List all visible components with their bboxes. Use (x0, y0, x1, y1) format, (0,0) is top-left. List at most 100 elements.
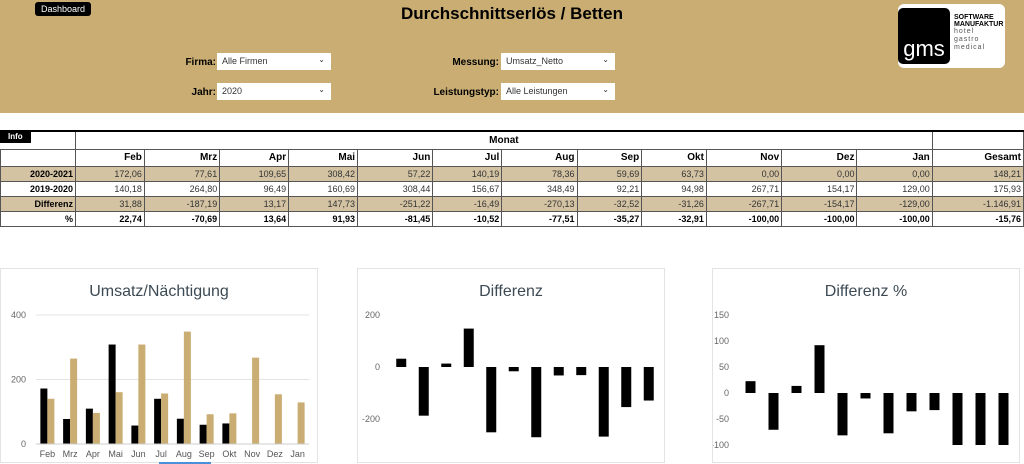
table-cell: -270,13 (501, 195, 578, 212)
bar-aug (883, 393, 894, 434)
bar-sep (906, 393, 917, 412)
bar-jun (837, 393, 848, 436)
messung-label: Messung: (452, 57, 499, 68)
table-cell: 96,49 (219, 180, 290, 197)
table-cell: 267,71 (705, 180, 783, 197)
column-header: Mai (288, 148, 359, 167)
table-cell: -32,52 (576, 195, 643, 212)
y-tick-label: 0 (375, 362, 380, 372)
jahr-value: 2020 (222, 86, 243, 96)
leistungstyp-label: Leistungstyp: (433, 87, 499, 98)
table-cell: 63,73 (641, 165, 707, 182)
chevron-down-icon: ⌄ (602, 85, 609, 94)
column-header: Sep (576, 148, 643, 167)
table-cell: 57,22 (357, 165, 434, 182)
header-bar: Dashboard Durchschnittserlös / Betten Fi… (0, 0, 1024, 113)
bar-sep (206, 414, 214, 444)
bar-apr (441, 363, 452, 367)
column-header: Feb (75, 148, 145, 167)
bar-mai (463, 328, 474, 367)
bar-feb (47, 398, 55, 444)
table-row: 2020-2021 172,06 77,61 109,65 308,42 57,22 140… (0, 165, 1024, 182)
table-cell: -35,27 (576, 210, 643, 227)
dashboard-button[interactable]: Dashboard (35, 2, 92, 16)
table-cell: -100,00 (856, 210, 933, 227)
bar-mrz (768, 393, 779, 430)
table-cell: -251,22 (357, 195, 434, 212)
bar-jul (508, 367, 519, 372)
x-tick-label: Mrz (63, 449, 78, 459)
firma-value: Alle Firmen (222, 56, 268, 66)
table-cell: 91,93 (288, 210, 359, 227)
bar-dez (274, 394, 282, 444)
table-cell: 31,88 (75, 195, 145, 212)
column-header: Mrz (143, 148, 221, 167)
chart-differenz: Differenz -200 0 200 (357, 268, 665, 463)
table-cell: 308,44 (357, 180, 434, 197)
table-cell: 172,06 (75, 165, 145, 182)
y-tick-label: 0 (21, 439, 26, 449)
jahr-label: Jahr: (191, 87, 216, 98)
bar-jan (998, 393, 1009, 445)
bar-nov (598, 367, 609, 437)
table-cell: 308,42 (288, 165, 359, 182)
bar-aug (183, 331, 191, 444)
bar-feb (396, 358, 407, 367)
y-tick-label: 50 (719, 362, 729, 372)
messung-value: Umsatz_Netto (506, 56, 564, 66)
column-header: Gesamt (931, 148, 1024, 167)
x-tick-label: Apr (86, 449, 100, 459)
row-label: Differenz (0, 195, 76, 212)
bar-okt (229, 413, 237, 444)
bar-mai (115, 392, 123, 444)
x-tick-label: Mai (108, 449, 123, 459)
chevron-down-icon: ⌄ (318, 55, 325, 64)
bar-aug (531, 367, 542, 438)
bar-nov (952, 393, 963, 445)
gms-logo: gms SOFTWARE MANUFAKTUR hotel gastro medica… (898, 4, 1005, 68)
bar-apr (92, 412, 100, 444)
bar-okt (929, 393, 940, 411)
row-label: % (0, 210, 76, 227)
messung-select[interactable]: Umsatz_Netto ⌄ (501, 53, 615, 70)
bar-mrz (418, 367, 429, 416)
x-tick-label: Jun (131, 449, 146, 459)
table-cell: 77,61 (143, 165, 221, 182)
table-cell: 154,17 (781, 180, 858, 197)
bar-jul (161, 393, 169, 444)
leistungstyp-select[interactable]: Alle Leistungen ⌄ (501, 83, 615, 100)
firma-select[interactable]: Alle Firmen ⌄ (217, 53, 331, 70)
bar-dez (621, 367, 632, 408)
column-header: Jan (856, 148, 933, 167)
table-cell: 148,21 (931, 165, 1024, 182)
bar-aug (176, 418, 184, 444)
chevron-down-icon: ⌄ (318, 85, 325, 94)
group-header: Monat (75, 130, 933, 150)
bar-jan (297, 402, 305, 444)
x-tick-label: Nov (244, 449, 261, 459)
y-tick-label: 0 (724, 388, 729, 398)
x-tick-label: Jan (290, 449, 305, 459)
table-row: 2019-2020 140,18 264,80 96,49 160,69 308,44 15… (0, 180, 1024, 197)
bar-nov (252, 357, 260, 444)
table-cell: -16,49 (432, 195, 503, 212)
table-cell: -10,52 (432, 210, 503, 227)
table-cell: 264,80 (143, 180, 221, 197)
column-header: Aug (501, 148, 578, 167)
bar-jun (486, 367, 497, 433)
column-header: Okt (641, 148, 707, 167)
column-header: Jul (432, 148, 503, 167)
table-cell: -267,71 (705, 195, 783, 212)
table-cell: -77,51 (501, 210, 578, 227)
bar-mai (814, 345, 825, 393)
jahr-select[interactable]: 2020 ⌄ (217, 83, 331, 100)
table-cell: 0,00 (856, 165, 933, 182)
firma-label: Firma: (185, 57, 216, 68)
table-cell: -100,00 (781, 210, 858, 227)
table-cell: 92,21 (576, 180, 643, 197)
row-label: 2019-2020 (0, 180, 76, 197)
bar-jan (643, 367, 654, 401)
chart-title: Differenz % (824, 283, 908, 300)
table-cell: 13,17 (219, 195, 290, 212)
info-button[interactable]: Info (0, 130, 31, 143)
